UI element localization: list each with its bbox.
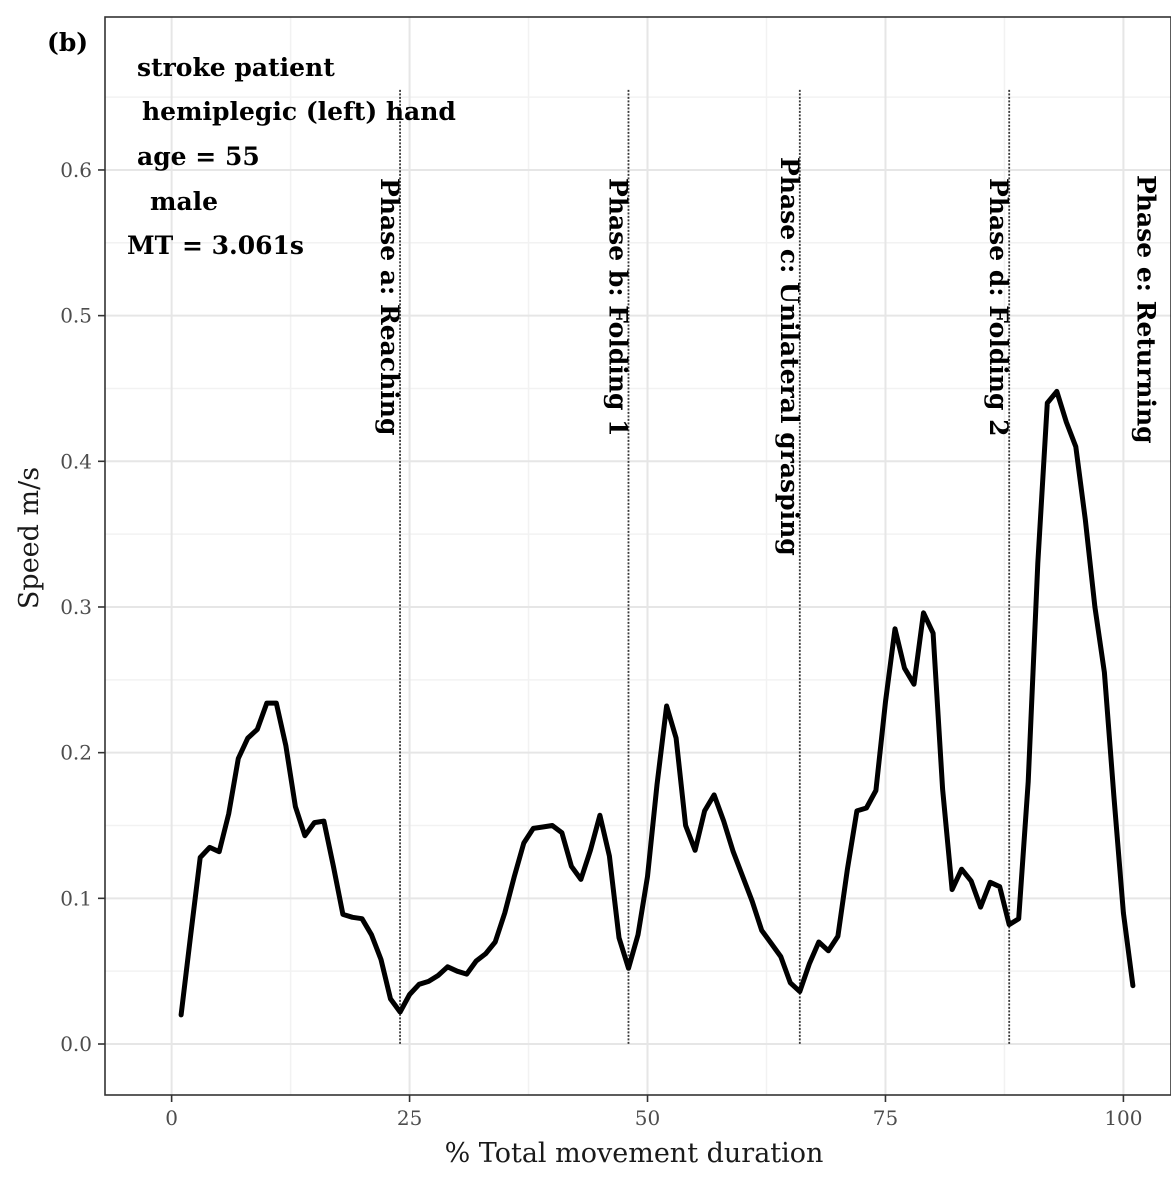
info-line-3: age = 55 — [137, 142, 260, 171]
axis-layer: 0 25 50 75 100 0.0 0.1 0.2 0.3 0.4 0.5 0.6 — [60, 158, 1142, 1130]
phase-label-c: Phase c: Unilateral grasping — [775, 157, 804, 556]
grid-layer — [105, 17, 1171, 1095]
phase-label-d: Phase d: Folding 2 — [984, 178, 1013, 437]
x-tick-label: 100 — [1104, 1106, 1142, 1130]
info-line-1: stroke patient — [137, 53, 335, 82]
y-tick-label: 0.0 — [60, 1032, 92, 1056]
y-tick-label: 0.4 — [60, 449, 92, 473]
speed-series-line — [178, 388, 1136, 1018]
annotation-layer: (b) stroke patient hemiplegic (left) han… — [14, 28, 823, 1169]
panel-border — [104, 16, 1171, 1096]
phase-label-b: Phase b: Folding 1 — [603, 178, 632, 437]
info-line-4: male — [150, 187, 218, 216]
y-tick-label: 0.6 — [60, 158, 92, 182]
x-tick-label: 0 — [165, 1106, 178, 1130]
y-tick-label: 0.5 — [60, 304, 92, 328]
y-tick-label: 0.2 — [60, 741, 92, 765]
phase-label-a: Phase a: Reaching — [375, 178, 404, 435]
phase-layer: Phase a: Reaching Phase b: Folding 1 Phase… — [375, 89, 1161, 1045]
y-tick-label: 0.3 — [60, 595, 92, 619]
panel-tag: (b) — [47, 28, 88, 57]
x-tick-label: 50 — [635, 1106, 660, 1130]
x-tick-label: 75 — [873, 1106, 898, 1130]
y-tick-label: 0.1 — [60, 886, 92, 910]
x-tick-label: 25 — [397, 1106, 422, 1130]
info-line-5: MT = 3.061s — [127, 231, 304, 260]
x-axis-title: % Total movement duration — [445, 1138, 824, 1169]
info-line-2: hemiplegic (left) hand — [142, 97, 456, 126]
series-layer — [178, 388, 1136, 1018]
phase-label-e: Phase e: Returning — [1132, 175, 1161, 444]
y-axis-title: Speed m/s — [14, 467, 45, 609]
